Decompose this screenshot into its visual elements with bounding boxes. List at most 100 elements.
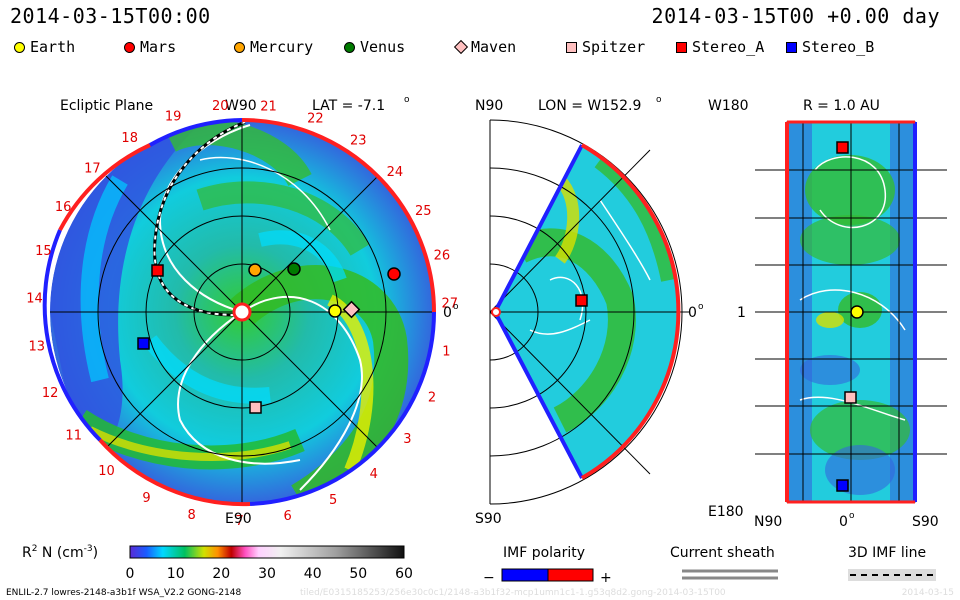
- legend-stereo-b: Stereo_B: [786, 38, 874, 56]
- ecliptic-degree-mark: o: [453, 302, 459, 312]
- carrington-tick-label: 2: [428, 391, 436, 406]
- imf-positive-swatch: [547, 568, 594, 582]
- earth-view-degree-mark: o: [849, 511, 855, 521]
- relative-time-label: 2014-03-15T00 +0.00 day: [651, 4, 940, 28]
- legend-label: Stereo_B: [802, 38, 875, 56]
- carrington-labels: 20 21222324252627123456789101112131415161…: [26, 99, 458, 529]
- ev-stereo-b-marker: [836, 479, 849, 492]
- ecliptic-bottom-label: E90: [225, 511, 252, 527]
- carrington-tick-label: 25: [415, 204, 432, 219]
- legend-label: Venus: [360, 38, 406, 56]
- colorbar-tick-label: 10: [167, 566, 185, 582]
- earth-marker-icon: [14, 41, 25, 53]
- meridional-top-label: N90: [475, 98, 503, 114]
- meridional-degree-mark: o: [698, 302, 704, 312]
- carrington-tick-label: 17: [84, 162, 101, 177]
- meridional-right-label: 0: [688, 305, 697, 321]
- carrington-tick-label: 12: [42, 386, 59, 401]
- stereo-a-marker-icon: [676, 41, 687, 53]
- legend-maven: Maven: [453, 38, 516, 56]
- ecliptic-panel: Ecliptic Plane W90 LAT = -7.1 o: [26, 95, 459, 529]
- colorbar-tick-label: 60: [395, 566, 413, 582]
- carrington-tick-label: 26: [434, 249, 451, 264]
- carrington-tick-label: 27: [442, 296, 459, 311]
- legend-stereo-a: Stereo_A: [676, 38, 764, 56]
- carrington-tick-label: 16: [55, 200, 72, 215]
- earth-view-x-right: S90: [912, 514, 939, 530]
- imf-negative-swatch: [501, 568, 549, 582]
- carrington-tick-label: 19: [165, 110, 182, 125]
- spitzer-marker-icon: [566, 41, 577, 53]
- imf-line-background: [848, 569, 936, 581]
- meridional-stereo-a-marker: [575, 294, 588, 307]
- mercury-marker: [248, 263, 262, 277]
- earth-marker: [328, 304, 342, 318]
- maven-marker: [342, 300, 361, 319]
- ecliptic-top-label: W90: [225, 98, 257, 114]
- earth-view-top-label: W180: [708, 98, 749, 114]
- ev-earth-marker: [850, 305, 864, 319]
- lat-degree-mark: o: [404, 95, 410, 105]
- imf-line-title: 3D IMF line: [848, 545, 926, 561]
- legend-label: Stereo_A: [692, 38, 765, 56]
- carrington-tick-label: 5: [329, 493, 337, 508]
- venus-marker: [287, 262, 301, 276]
- carrington-tick-label: 18: [121, 131, 138, 146]
- carrington-tick-label: 14: [26, 292, 43, 307]
- imf-polarity-plus: +: [600, 570, 612, 586]
- imf-line-legend: 3D IMF line: [848, 545, 936, 581]
- current-sheath-title: Current sheath: [670, 545, 775, 561]
- meridional-bottom-label: S90: [475, 511, 502, 527]
- colorbar: R2 N (cm-3) 0 10 20 30 40 50 60: [22, 544, 413, 582]
- carrington-tick-label: 22: [307, 111, 324, 126]
- stereo-b-marker: [137, 337, 150, 350]
- meridional-grid: [489, 119, 690, 505]
- legend-spitzer: Spitzer: [566, 38, 645, 56]
- carrington-tick-label: 13: [29, 340, 46, 355]
- carrington-tick-label: 4: [370, 467, 378, 482]
- timestamp-label: 2014-03-15T00:00: [10, 4, 211, 28]
- carrington-tick-label: 8: [188, 508, 196, 523]
- carrington-tick-label: 15: [35, 244, 52, 259]
- legend-earth: Earth: [14, 38, 75, 56]
- imf-polarity-title: IMF polarity: [503, 545, 585, 561]
- colorbar-tick-label: 30: [258, 566, 276, 582]
- colorbar-ticks: 0 10 20 30 40 50 60: [126, 566, 413, 582]
- colorbar-label: R2 N (cm-3): [22, 544, 98, 561]
- legend-venus: Venus: [344, 38, 405, 56]
- stereo-a-marker: [151, 264, 164, 277]
- imf-polarity-legend: IMF polarity − +: [483, 545, 612, 586]
- mars-marker: [387, 267, 401, 281]
- colorbar-tick-label: 50: [349, 566, 367, 582]
- earth-view-mid-label: 1: [737, 305, 746, 321]
- carrington-tick-label: 7: [235, 514, 243, 529]
- earth-view-bottom-label: E180: [708, 504, 744, 520]
- carrington-tick-label: 1: [442, 345, 450, 360]
- model-info: ENLIL-2.7 lowres-2148-a3b1f WSA_V2.2 GON…: [6, 588, 242, 598]
- colorbar-tick-label: 40: [304, 566, 322, 582]
- colorbar-gradient: [129, 545, 405, 559]
- r-label: R = 1.0 AU: [803, 98, 880, 114]
- earth-view-x-left: N90: [754, 514, 782, 530]
- mercury-marker-icon: [234, 41, 245, 53]
- carrington-tick-label: 21: [260, 100, 277, 115]
- earth-view-x-mid: 0: [839, 514, 848, 530]
- ev-stereo-a-marker: [836, 141, 849, 154]
- colorbar-tick-label: 0: [126, 566, 135, 582]
- legend-label: Mercury: [250, 38, 314, 56]
- legend-mars: Mars: [124, 38, 176, 56]
- legend-label: Spitzer: [582, 38, 646, 56]
- legend-mercury: Mercury: [234, 38, 313, 56]
- carrington-tick-label: 9: [142, 491, 150, 506]
- imf-polarity-minus: −: [483, 570, 495, 586]
- lon-degree-mark: o: [656, 95, 662, 105]
- carrington-tick-label: 10: [98, 464, 115, 479]
- legend-label: Earth: [30, 38, 76, 56]
- run-id-watermark: tiled/E0315185253/256e30c0c1/2148-a3b1f3…: [300, 588, 726, 598]
- carrington-tick-label: 24: [387, 165, 404, 180]
- carrington-tick-label: 3: [403, 432, 411, 447]
- earth-view-panel: W180 R = 1.0 AU: [708, 98, 947, 530]
- carrington-tick-label: 23: [350, 134, 367, 149]
- carrington-tick-label: 11: [65, 428, 82, 443]
